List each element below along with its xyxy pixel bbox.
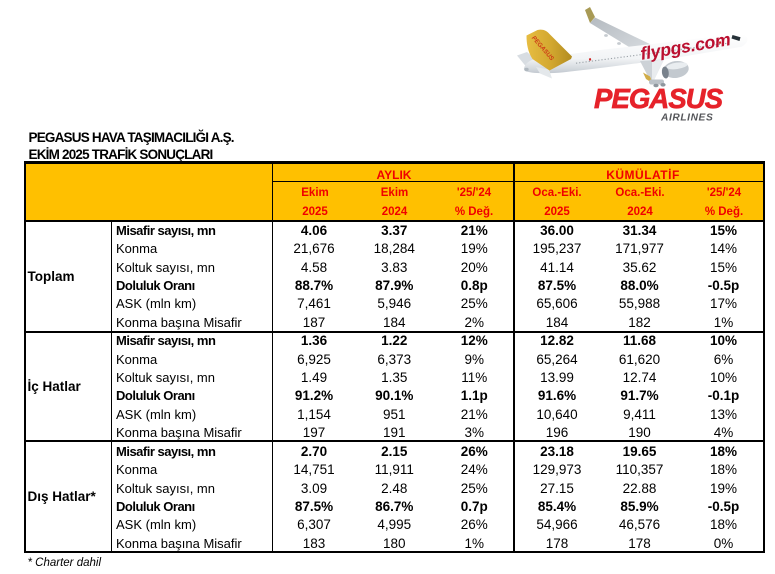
svg-text:AIRLINES: AIRLINES	[660, 113, 713, 124]
svg-text:PEGASUS: PEGASUS	[594, 83, 724, 114]
svg-text:flypgs.com: flypgs.com	[639, 29, 732, 64]
